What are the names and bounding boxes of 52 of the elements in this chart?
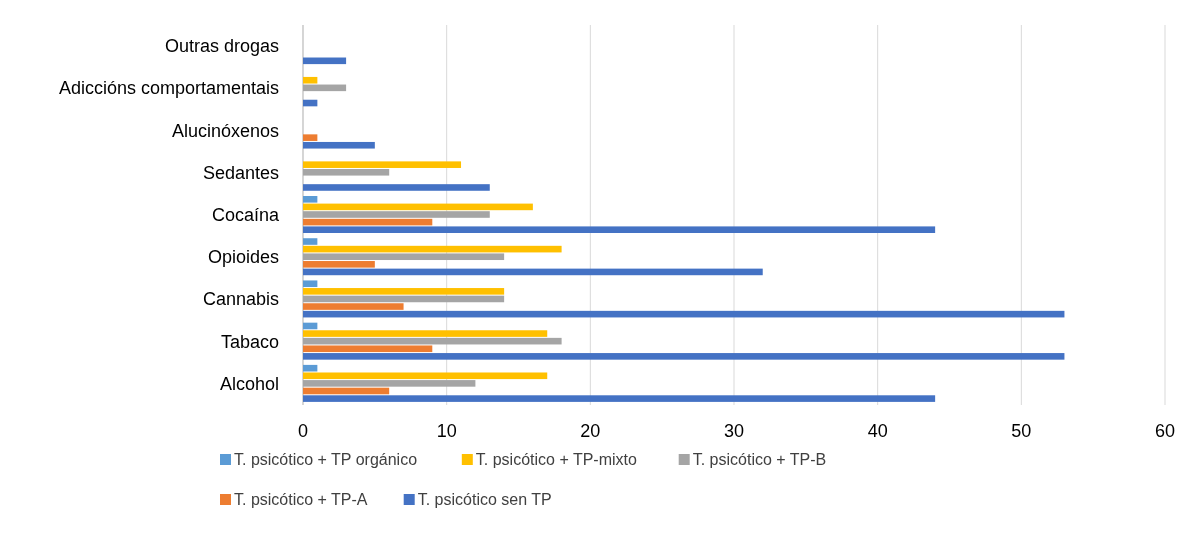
bar	[303, 380, 476, 387]
bar	[303, 76, 318, 84]
bar	[303, 268, 763, 276]
bar	[303, 353, 1065, 360]
legend-label: T. psicótico sen TP	[417, 491, 552, 508]
y-tick-label: Outras drogas	[164, 36, 279, 57]
bar	[303, 196, 318, 203]
bar	[303, 337, 562, 345]
bar	[303, 295, 505, 303]
y-tick-label: Cocaína	[211, 205, 280, 225]
bar	[303, 226, 936, 233]
y-tick-label: Sedantes	[202, 162, 279, 183]
bar	[303, 211, 490, 218]
bar	[303, 245, 562, 253]
bar	[303, 184, 490, 191]
bar	[303, 330, 548, 337]
legend-label: T. psicótico + TP-B	[692, 451, 827, 468]
bar	[303, 395, 936, 402]
bar	[303, 280, 318, 288]
bar	[303, 168, 390, 176]
bar	[303, 387, 390, 395]
bar	[303, 84, 347, 92]
legend-label: T. psicótico + TP-A	[234, 491, 368, 508]
bar	[303, 310, 1065, 318]
bar	[303, 372, 548, 380]
bar	[303, 261, 375, 268]
y-tick-label: Adiccións comportamentais	[58, 78, 279, 99]
bar	[303, 345, 433, 353]
y-tick-label: Alcohol	[219, 373, 279, 394]
x-tick-label: 60	[1154, 421, 1176, 441]
x-tick-label: 10	[436, 421, 457, 441]
y-tick-label: Tabaco	[220, 331, 279, 352]
bar	[303, 288, 505, 295]
x-tick-label: 30	[723, 421, 745, 441]
bar	[303, 57, 347, 65]
x-tick-label: 40	[867, 421, 888, 441]
bar	[303, 253, 505, 261]
bar	[303, 134, 318, 141]
y-tick-label: Opioides	[207, 247, 279, 268]
x-tick-label: 20	[580, 421, 601, 441]
x-tick-label: 50	[1011, 421, 1032, 441]
bar	[303, 141, 375, 149]
y-tick-label: Cannabis	[202, 289, 279, 310]
bar	[303, 238, 318, 245]
bar	[303, 218, 433, 226]
legend-label: T. psicótico + TP orgánico	[234, 451, 418, 468]
y-tick-label: Alucinóxenos	[171, 120, 279, 141]
bar	[303, 203, 533, 211]
bar	[303, 303, 404, 310]
bar	[303, 161, 462, 168]
x-tick-label: 0	[297, 421, 309, 441]
legend-label: T. psicótico + TP-mixto	[475, 451, 637, 468]
